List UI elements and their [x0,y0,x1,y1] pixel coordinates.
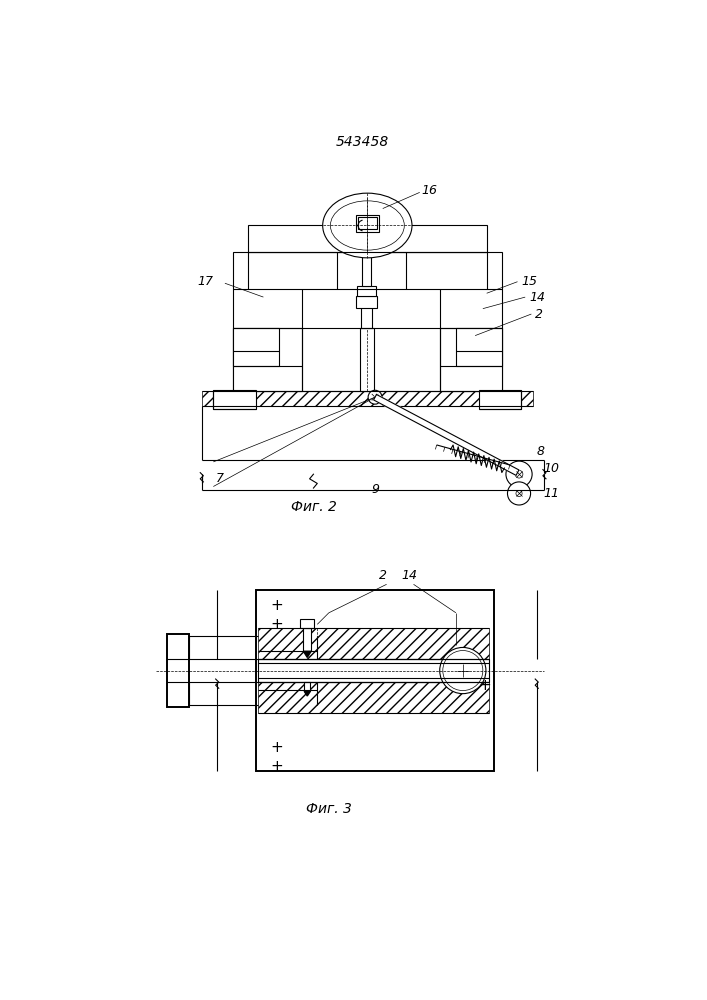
Bar [233,328,302,391]
Bar [361,289,372,328]
Bar [258,628,489,659]
Bar [256,590,494,771]
Text: 2: 2 [379,569,387,582]
Text: +: + [478,678,491,693]
Circle shape [506,461,532,487]
Text: 14: 14 [402,569,418,582]
Bar [248,225,486,252]
Text: 543458: 543458 [335,135,389,149]
Bar [300,619,314,628]
Text: 17: 17 [197,275,214,288]
Bar [456,328,502,366]
Text: +: + [270,740,283,755]
Polygon shape [304,691,310,696]
Text: Фиг. 2: Фиг. 2 [291,500,337,514]
Text: 11: 11 [543,487,559,500]
Bar [258,682,489,713]
Bar [358,217,377,229]
Polygon shape [303,651,311,657]
Bar [357,286,376,296]
Text: 7: 7 [216,472,223,485]
Circle shape [515,470,523,478]
Text: Фиг. 3: Фиг. 3 [306,802,352,816]
Bar [356,215,379,232]
Bar [201,391,533,406]
Text: +: + [270,759,283,774]
Ellipse shape [322,193,412,258]
Circle shape [516,490,522,497]
Polygon shape [373,394,519,475]
Bar [479,389,521,409]
Bar [360,328,373,391]
Bar [214,389,256,409]
Circle shape [368,390,382,404]
Circle shape [508,482,530,505]
Text: 16: 16 [421,184,437,197]
Circle shape [440,647,486,694]
Bar [233,328,279,366]
Circle shape [443,651,483,691]
Bar [167,634,189,707]
Bar [233,252,502,391]
Text: +: + [270,598,283,613]
Ellipse shape [330,201,404,250]
Text: 2: 2 [535,308,543,321]
Text: 14: 14 [529,291,545,304]
Bar [356,296,378,308]
Bar [304,682,310,691]
Bar [258,659,489,682]
Text: 15: 15 [521,275,537,288]
Bar [440,328,502,391]
Text: 8: 8 [537,445,544,458]
Bar [362,252,371,286]
Bar [303,628,311,651]
Text: +: + [270,617,283,632]
Text: 10: 10 [543,462,559,475]
Text: 9: 9 [371,483,379,496]
